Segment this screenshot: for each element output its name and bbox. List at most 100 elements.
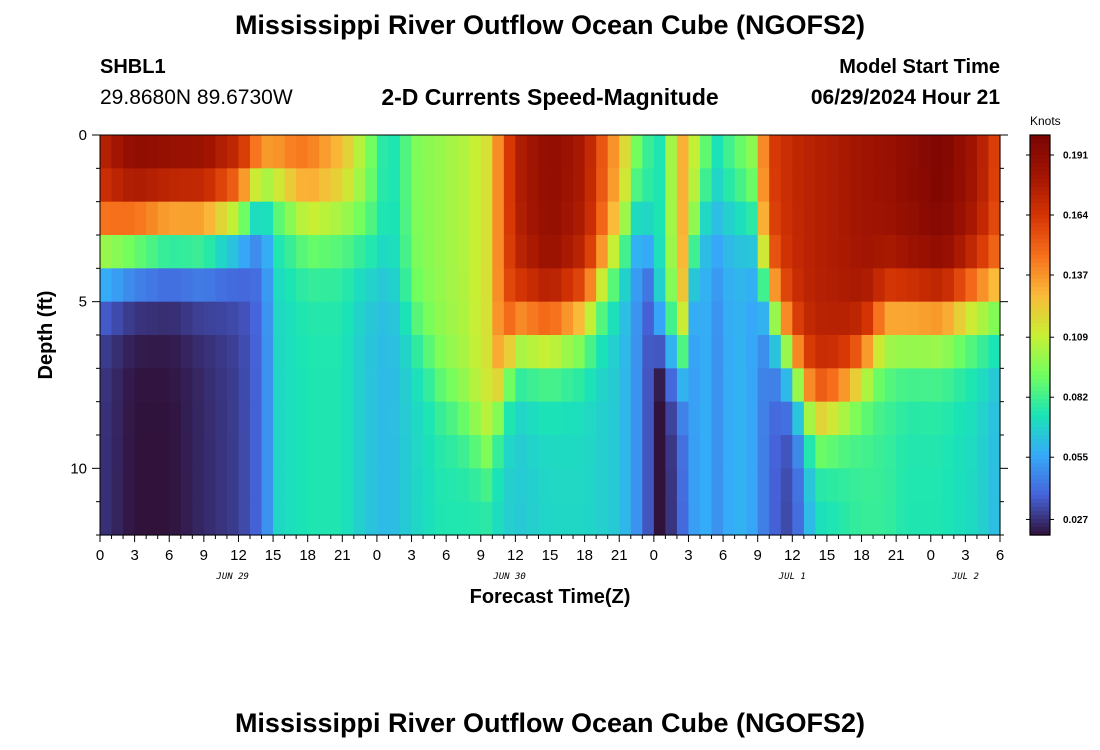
- heatmap-cell: [192, 268, 205, 303]
- heatmap-cell: [653, 268, 666, 303]
- heatmap-cell: [769, 268, 782, 303]
- heatmap-cell: [319, 435, 332, 469]
- heatmap-cell: [769, 168, 782, 203]
- heatmap-cell: [619, 468, 632, 503]
- heatmap-cell: [180, 268, 193, 303]
- heatmap-cell: [607, 168, 620, 203]
- colorbar-tick-label: 0.082: [1063, 393, 1088, 404]
- heatmap-cell: [642, 301, 655, 336]
- heatmap-cell: [826, 368, 840, 403]
- colorbar-segment: [1030, 215, 1050, 220]
- heatmap-cell: [907, 135, 920, 169]
- heatmap-cell: [573, 235, 586, 269]
- heatmap-cell: [596, 335, 609, 369]
- heatmap-cell: [123, 335, 136, 369]
- heatmap-cell: [930, 135, 943, 169]
- heatmap-cell: [769, 401, 782, 436]
- heatmap-cell: [838, 301, 851, 336]
- heatmap-cell: [550, 401, 563, 436]
- heatmap-cell: [803, 135, 816, 169]
- colorbar-segment: [1030, 471, 1050, 476]
- colorbar-segment: [1030, 263, 1050, 268]
- heatmap-cell: [896, 335, 909, 369]
- heatmap-cell: [100, 335, 113, 369]
- heatmap-cell: [342, 168, 355, 203]
- heatmap-cell: [769, 301, 782, 336]
- colorbar-segment: [1030, 419, 1050, 424]
- x-tick-label: 12: [507, 547, 524, 564]
- heatmap-cell: [953, 435, 966, 469]
- heatmap-cell: [746, 268, 759, 303]
- heatmap-cell: [688, 201, 701, 236]
- heatmap-cell: [250, 468, 263, 503]
- heatmap-cell: [630, 435, 643, 469]
- heatmap-cell: [538, 135, 551, 169]
- heatmap-cell: [642, 168, 655, 203]
- colorbar-segment: [1030, 335, 1050, 340]
- heatmap-cell: [711, 235, 724, 269]
- heatmap-cell: [215, 135, 228, 169]
- heatmap-cell: [238, 335, 251, 369]
- heatmap-cell: [365, 268, 378, 303]
- colorbar-segment: [1030, 251, 1050, 256]
- colorbar-segment: [1030, 143, 1050, 148]
- heatmap-cell: [342, 335, 355, 369]
- heatmap-cell: [307, 335, 320, 369]
- colorbar-segment: [1030, 179, 1050, 184]
- heatmap-cell: [584, 201, 597, 236]
- heatmap-cell: [619, 135, 632, 169]
- heatmap-cell: [596, 201, 609, 236]
- heatmap-cell: [250, 401, 263, 436]
- heatmap-cell: [665, 135, 678, 169]
- heatmap-cell: [653, 235, 666, 269]
- heatmap-cell: [550, 501, 563, 536]
- heatmap-cell: [342, 435, 355, 469]
- heatmap-cell: [803, 335, 816, 369]
- x-axis-title: Forecast Time(Z): [470, 586, 631, 608]
- heatmap-cell: [850, 301, 863, 336]
- colorbar-segment: [1030, 255, 1050, 260]
- heatmap-cell: [688, 368, 701, 403]
- colorbar-tick-label: 0.137: [1063, 271, 1088, 282]
- heatmap-cell: [250, 235, 263, 269]
- heatmap-cell: [607, 235, 620, 269]
- colorbar-segment: [1030, 443, 1050, 448]
- heatmap-cell: [469, 401, 482, 436]
- heatmap-cell: [469, 468, 482, 503]
- colorbar-segment: [1030, 187, 1050, 192]
- heatmap-cell: [261, 501, 274, 536]
- heatmap-cell: [919, 135, 932, 169]
- heatmap-cell: [630, 401, 643, 436]
- heatmap-cell: [284, 201, 297, 236]
- heatmap-cell: [457, 335, 470, 369]
- heatmap-cell: [250, 201, 263, 236]
- heatmap-cell: [388, 168, 401, 203]
- heatmap-cell: [653, 335, 666, 369]
- heatmap-cell: [111, 135, 124, 169]
- heatmap-cell: [284, 301, 297, 336]
- heatmap-cell: [630, 268, 643, 303]
- heatmap-cell: [815, 335, 828, 369]
- heatmap-cell: [757, 135, 770, 169]
- heatmap-cell: [492, 401, 505, 436]
- heatmap-cell: [607, 268, 620, 303]
- heatmap-cell: [353, 335, 366, 369]
- heatmap-cell: [723, 301, 736, 336]
- heatmap-cell: [330, 501, 343, 536]
- heatmap-cell: [134, 268, 147, 303]
- heatmap-cell: [469, 368, 482, 403]
- heatmap-cell: [757, 368, 770, 403]
- colorbar-segment: [1030, 411, 1050, 416]
- heatmap-cell: [330, 135, 343, 169]
- heatmap-cell: [803, 201, 816, 236]
- x-tick-label: 6: [165, 547, 173, 564]
- heatmap-cell: [423, 201, 436, 236]
- heatmap-cell: [930, 168, 943, 203]
- heatmap-cell: [976, 268, 990, 303]
- heatmap-cell: [365, 235, 378, 269]
- heatmap-cell: [411, 201, 424, 236]
- heatmap-cell: [573, 168, 586, 203]
- heatmap-cell: [111, 501, 124, 536]
- heatmap-cell: [146, 135, 159, 169]
- heatmap-cell: [515, 335, 528, 369]
